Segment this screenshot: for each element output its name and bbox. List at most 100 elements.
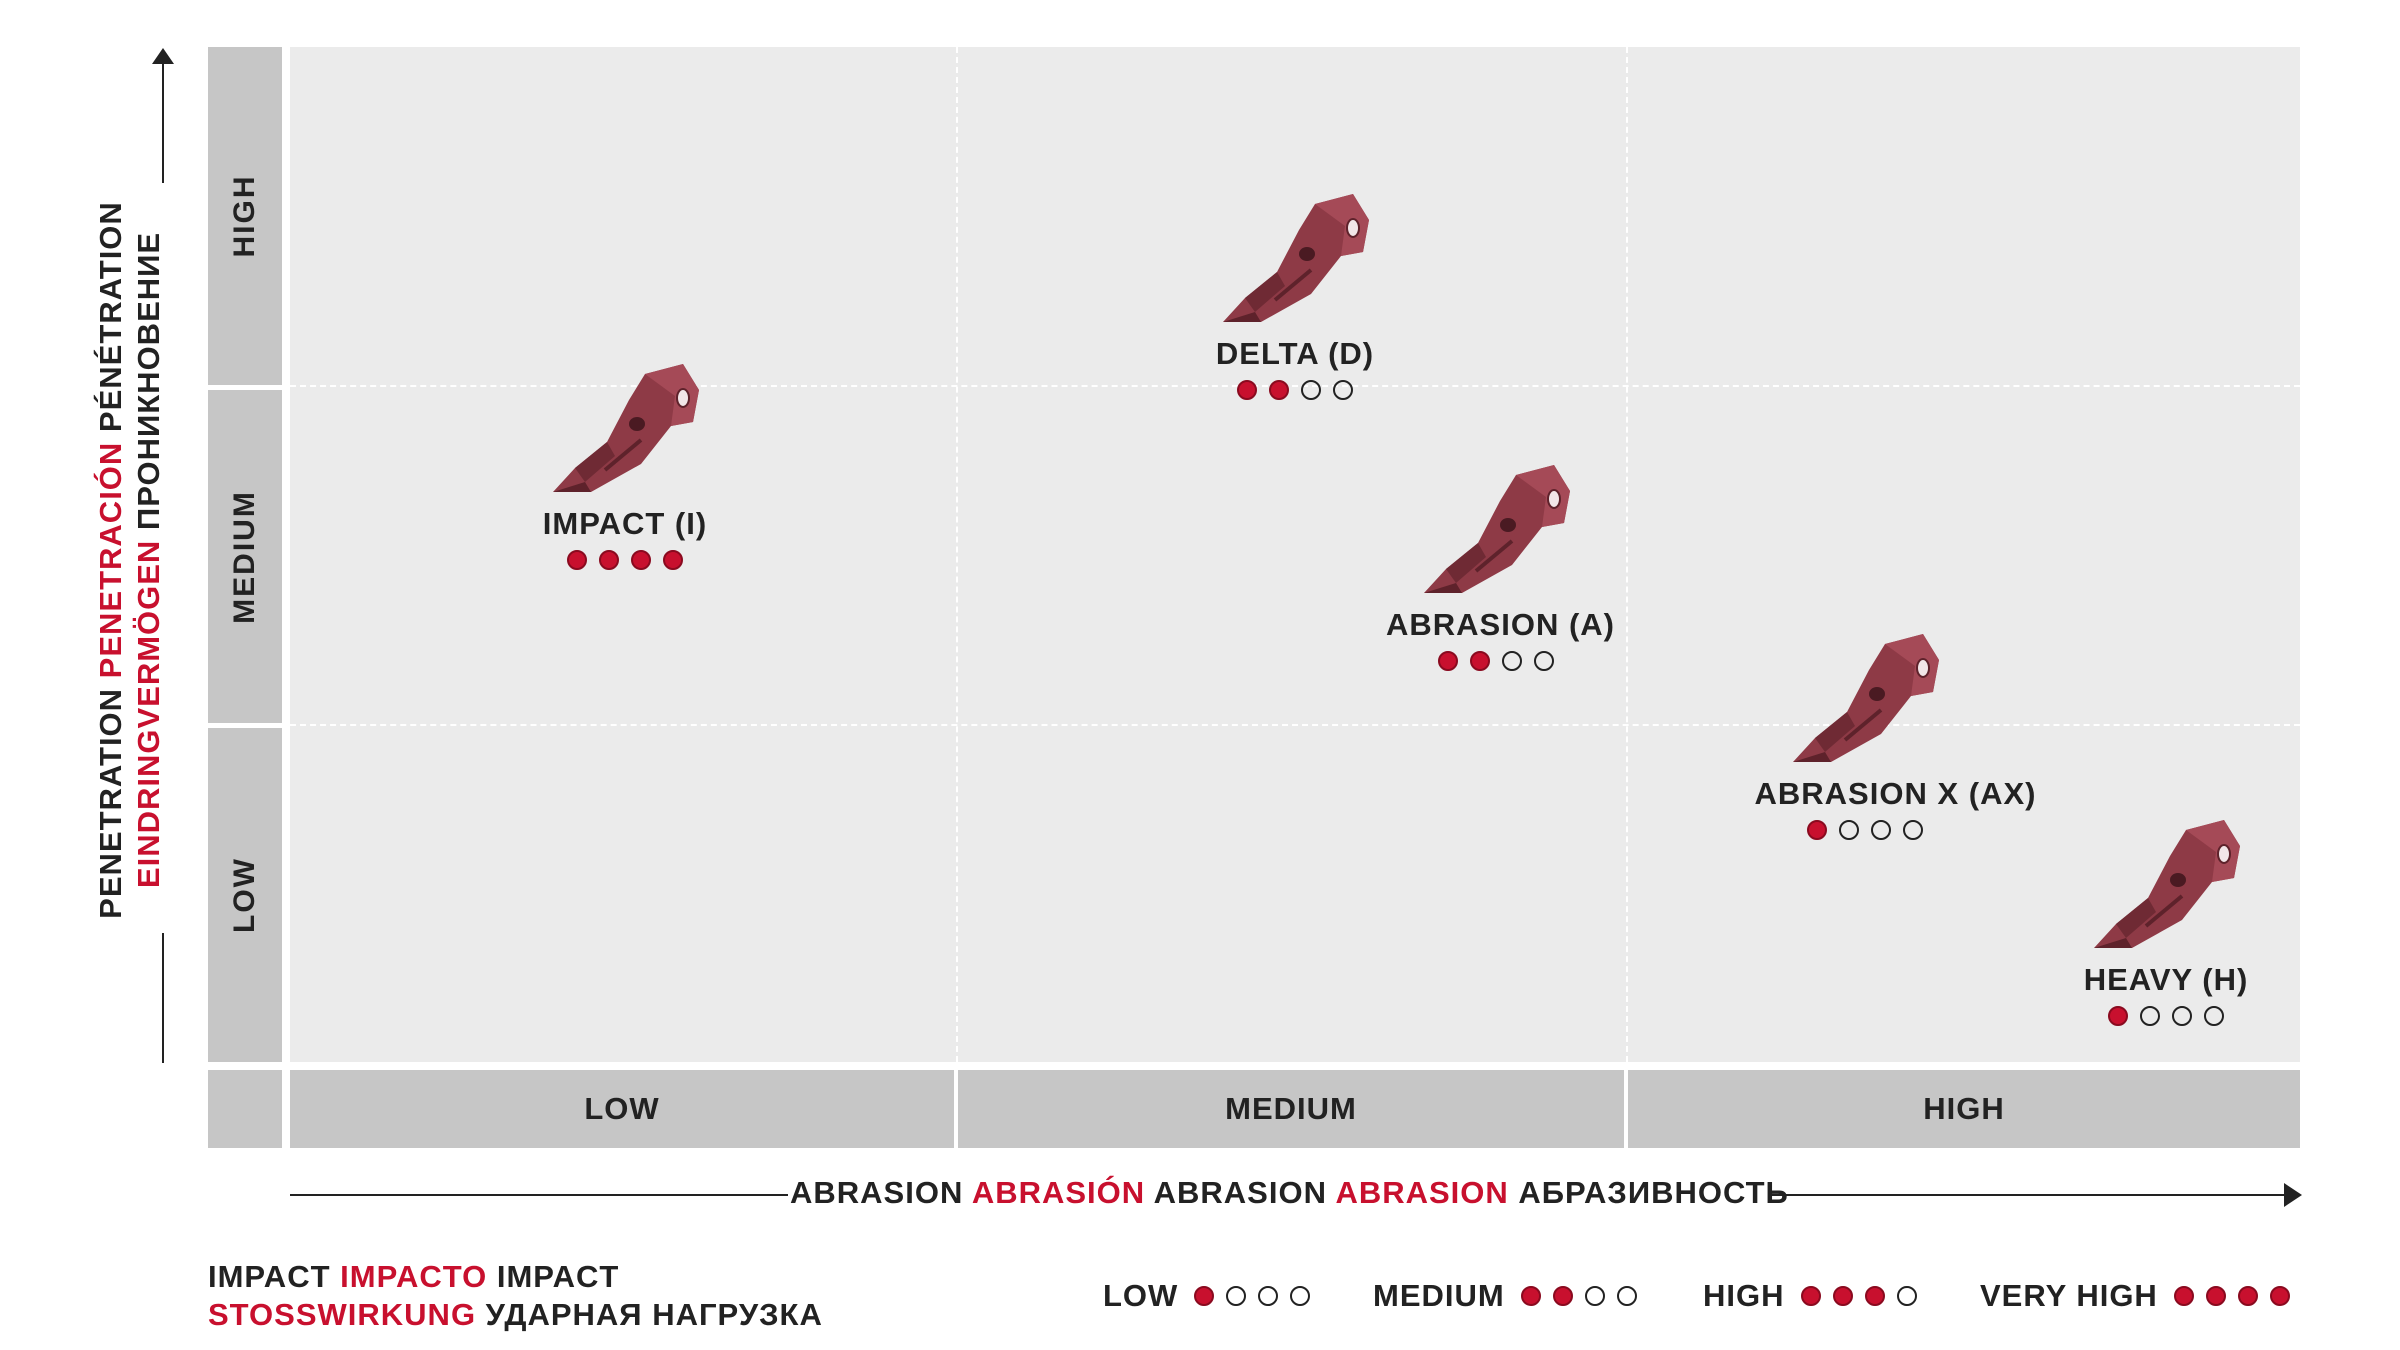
- title-part: EINDRINGVERMÖGEN: [131, 530, 166, 889]
- x-level-label: MEDIUM: [1225, 1091, 1357, 1126]
- dot-filled: [2269, 1286, 2290, 1306]
- grid-line-horizontal: [290, 385, 2300, 387]
- x-level-medium: MEDIUM: [958, 1070, 1624, 1148]
- title-part: ABRASION: [790, 1175, 972, 1210]
- title-part: ABRASION: [1335, 1175, 1519, 1210]
- title-part: УДАРНАЯ НАГРУЗКА: [485, 1297, 823, 1332]
- title-part: PENETRATION: [93, 678, 128, 919]
- dot-filled: [567, 549, 587, 570]
- impact-legend-title-line2: STOSSWIRKUNG УДАРНАЯ НАГРУЗКА: [208, 1296, 823, 1334]
- title-part: IMPACT: [496, 1259, 620, 1294]
- tooth-name: HEAVY (H): [2083, 962, 2249, 998]
- tooth-item: IMPACT (I): [515, 360, 735, 570]
- dot-empty: [2204, 1006, 2224, 1027]
- dot-filled: [2173, 1286, 2194, 1306]
- impact-dots: [1755, 820, 1975, 841]
- y-level-medium: MEDIUM: [208, 390, 282, 723]
- y-axis-arrow: [152, 48, 174, 1063]
- impact-dots: [1194, 1286, 1311, 1306]
- tooth-item: HEAVY (H): [2056, 816, 2276, 1027]
- impact-dots: [1800, 1286, 1917, 1306]
- dot-filled: [1800, 1286, 1821, 1306]
- dot-filled: [1806, 820, 1827, 841]
- y-level-label: LOW: [228, 857, 261, 933]
- dot-empty: [1258, 1286, 1279, 1306]
- bucket-tooth-icon: [2094, 820, 2240, 949]
- y-level-label: MEDIUM: [228, 489, 261, 624]
- dot-filled: [1864, 1286, 1885, 1306]
- legend-label: VERY HIGH: [1980, 1278, 2158, 1313]
- impact-dots: [1185, 380, 1405, 401]
- title-part: PENETRACIÓN: [93, 432, 128, 679]
- impact-dots: [1386, 651, 1606, 671]
- legend-label: LOW: [1103, 1278, 1179, 1313]
- x-level-high: HIGH: [1628, 1070, 2300, 1148]
- dot-filled: [1438, 651, 1458, 671]
- dot-empty: [1226, 1286, 1247, 1306]
- bucket-tooth-icon: [1792, 634, 1939, 763]
- dot-empty: [1584, 1286, 1605, 1306]
- impact-dots: [515, 549, 735, 570]
- y-level-label: HIGH: [228, 174, 261, 258]
- title-part: STOSSWIRKUNG: [208, 1297, 486, 1332]
- y-level-high: HIGH: [208, 47, 282, 385]
- dot-empty: [1290, 1286, 1311, 1306]
- tooth-item: DELTA (D): [1185, 190, 1405, 401]
- grid-line-vertical: [1626, 47, 1628, 1062]
- dot-filled: [663, 549, 683, 570]
- x-level-label: LOW: [584, 1091, 660, 1126]
- title-part: PÉNÉTRATION: [93, 201, 128, 433]
- tooth-name: ABRASION (A): [1386, 607, 1615, 642]
- x-level-label: HIGH: [1923, 1091, 2005, 1126]
- title-part: IMPACTO: [340, 1259, 497, 1294]
- title-part: АБРАЗИВНОСТЬ: [1518, 1175, 1789, 1210]
- dot-filled: [2108, 1006, 2128, 1027]
- dot-filled: [1237, 380, 1257, 401]
- dot-empty: [1333, 380, 1353, 401]
- dot-empty: [1896, 1286, 1917, 1306]
- y-axis-title-line2: EINDRINGVERMÖGEN ПРОНИКНОВЕНИЕ: [130, 201, 168, 919]
- dot-empty: [2140, 1006, 2160, 1027]
- x-axis-arrow: [290, 1183, 2302, 1207]
- dot-filled: [1470, 651, 1490, 671]
- legend-label: HIGH: [1703, 1278, 1785, 1313]
- dot-filled: [1520, 1286, 1541, 1306]
- dot-empty: [1902, 820, 1923, 841]
- title-part: ПРОНИКНОВЕНИЕ: [131, 231, 166, 531]
- dot-empty: [2172, 1006, 2192, 1027]
- dot-empty: [1301, 380, 1321, 401]
- dot-empty: [1870, 820, 1891, 841]
- bucket-tooth-icon: [553, 363, 699, 492]
- dot-empty: [1616, 1286, 1637, 1306]
- dot-filled: [631, 549, 651, 570]
- dot-filled: [1269, 380, 1289, 401]
- dot-filled: [1552, 1286, 1573, 1306]
- y-level-low: LOW: [208, 728, 282, 1062]
- dot-empty: [1502, 651, 1522, 671]
- tooth-item: ABRASION (A): [1386, 461, 1615, 671]
- dot-filled: [1194, 1286, 1215, 1306]
- dot-filled: [599, 549, 619, 570]
- impact-dots: [1520, 1286, 1637, 1306]
- dot-empty: [1838, 820, 1859, 841]
- legend-item: VERY HIGH: [1980, 1278, 2290, 1314]
- tooth-name: IMPACT (I): [542, 505, 708, 541]
- impact-dots: [2173, 1286, 2290, 1306]
- impact-legend-title-line1: IMPACT IMPACTO IMPACT: [208, 1258, 823, 1296]
- impact-dots: [2056, 1006, 2276, 1027]
- grid-line-vertical: [956, 47, 958, 1062]
- title-part: ABRASION: [1153, 1175, 1336, 1210]
- bucket-tooth-icon: [1424, 465, 1570, 593]
- tooth-item: ABRASION X (AX): [1754, 630, 2037, 841]
- impact-legend-title: IMPACT IMPACTO IMPACT STOSSWIRKUNG УДАРН…: [208, 1258, 823, 1334]
- dot-filled: [2205, 1286, 2226, 1306]
- title-part: ABRASIÓN: [971, 1175, 1154, 1210]
- y-axis-title-line1: PENETRATION PENETRACIÓN PÉNÉTRATION: [92, 201, 130, 919]
- grid-line-horizontal: [290, 724, 2300, 726]
- tooth-name: ABRASION X (AX): [1754, 776, 2037, 812]
- legend-label: MEDIUM: [1373, 1278, 1505, 1313]
- bucket-tooth-icon: [1223, 194, 1369, 323]
- tooth-name: DELTA (D): [1215, 336, 1375, 372]
- dot-empty: [1534, 651, 1554, 671]
- x-axis-title: ABRASION ABRASIÓN ABRASION ABRASION АБРА…: [790, 1175, 1788, 1211]
